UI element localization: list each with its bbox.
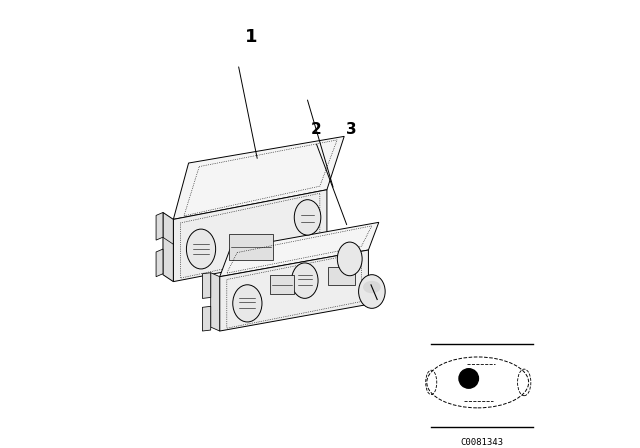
Polygon shape xyxy=(270,275,294,294)
Text: 1: 1 xyxy=(245,29,258,47)
Polygon shape xyxy=(202,273,211,298)
Ellipse shape xyxy=(291,263,318,298)
Polygon shape xyxy=(156,249,163,277)
Polygon shape xyxy=(173,190,327,282)
Ellipse shape xyxy=(294,200,321,235)
Text: 3: 3 xyxy=(346,122,356,137)
Ellipse shape xyxy=(337,242,362,276)
Ellipse shape xyxy=(358,275,385,308)
Polygon shape xyxy=(202,306,211,331)
Text: C0081343: C0081343 xyxy=(460,438,504,447)
Text: 2: 2 xyxy=(311,122,322,137)
Polygon shape xyxy=(220,222,379,277)
Polygon shape xyxy=(220,250,369,331)
Polygon shape xyxy=(163,212,173,282)
Polygon shape xyxy=(156,212,163,240)
Ellipse shape xyxy=(186,229,216,269)
Polygon shape xyxy=(228,234,273,260)
Polygon shape xyxy=(328,267,355,284)
Polygon shape xyxy=(211,273,220,331)
Ellipse shape xyxy=(233,285,262,322)
Ellipse shape xyxy=(363,281,381,293)
Circle shape xyxy=(459,369,479,388)
Polygon shape xyxy=(173,136,344,220)
